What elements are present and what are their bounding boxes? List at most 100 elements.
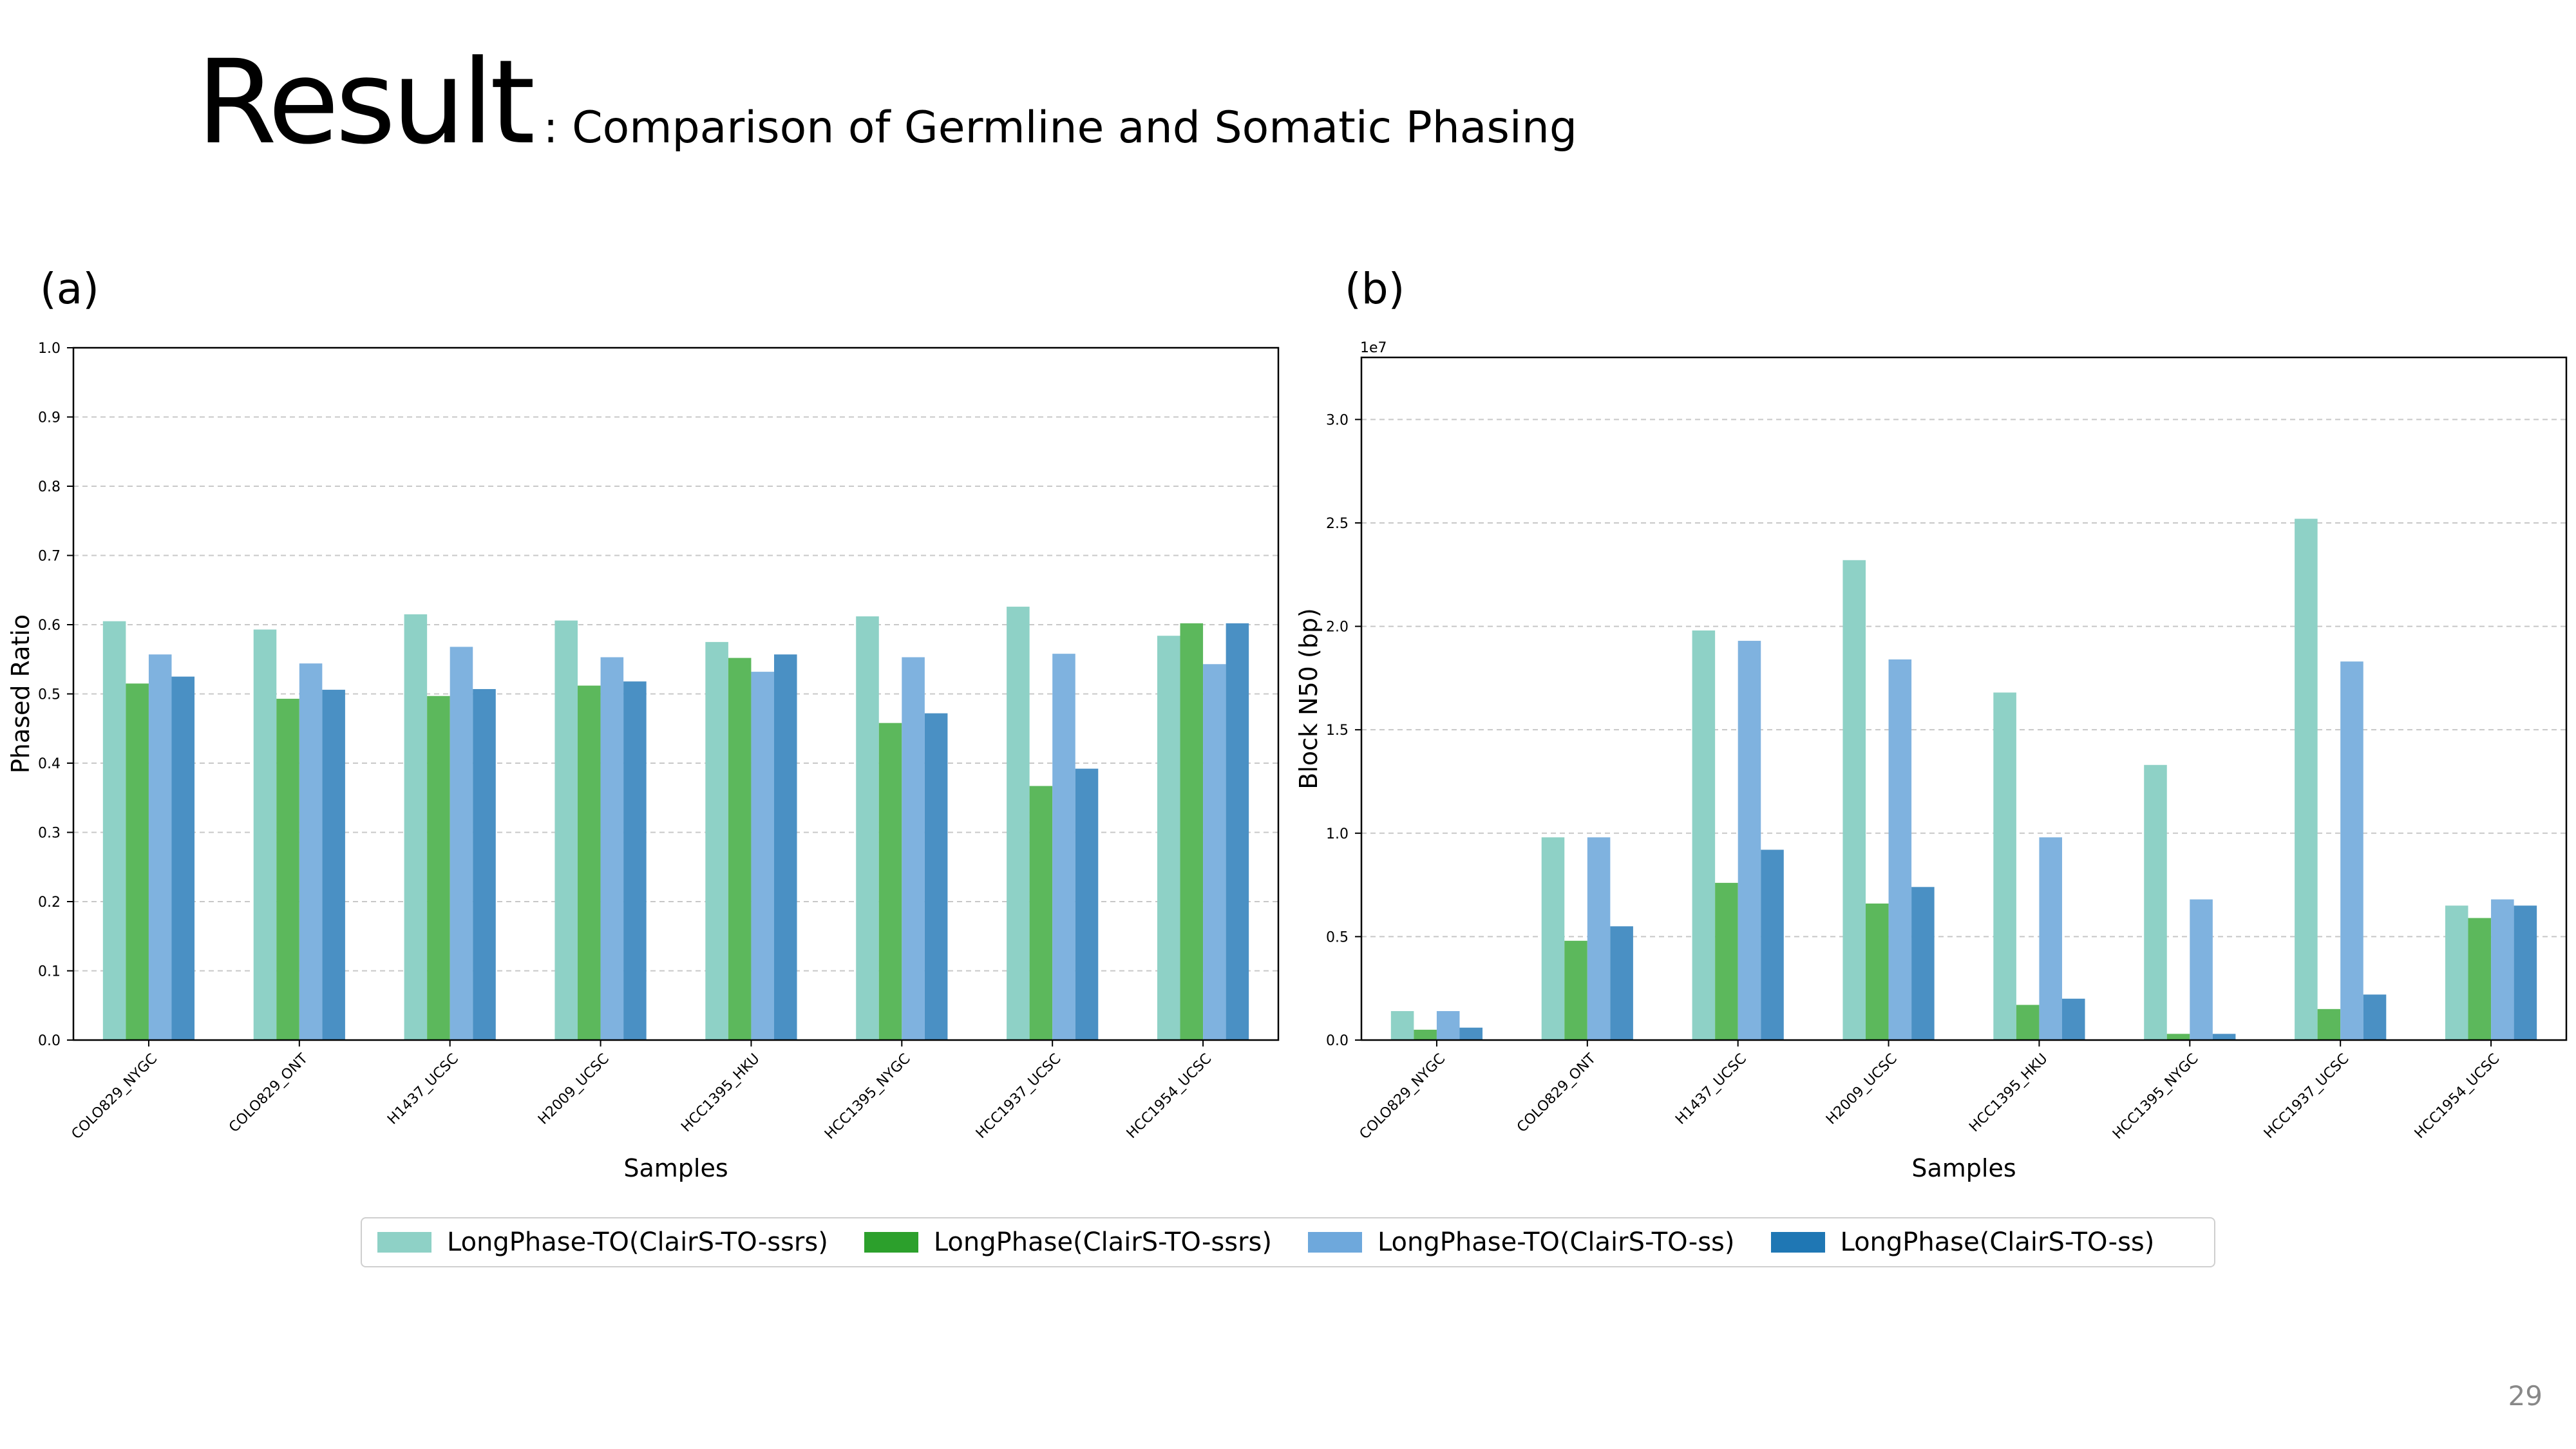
y-tick-label: 0.5 bbox=[38, 687, 61, 703]
bar bbox=[2144, 764, 2167, 1040]
bar bbox=[2039, 837, 2062, 1040]
bar bbox=[322, 690, 345, 1040]
legend-item: LongPhase-TO(ClairS-TO-ss) bbox=[1300, 1227, 1735, 1257]
x-tick-label: HCC1395_HKU bbox=[1966, 1051, 2050, 1135]
y-tick-label: 0.9 bbox=[38, 410, 61, 426]
x-tick-label: COLO829_NYGC bbox=[69, 1051, 161, 1143]
y-tick-label: 0.8 bbox=[38, 479, 61, 495]
x-tick-label: H1437_UCSC bbox=[1672, 1051, 1750, 1128]
bar bbox=[1541, 837, 1565, 1040]
bar bbox=[276, 699, 299, 1040]
bar bbox=[1587, 837, 1611, 1040]
bar bbox=[253, 629, 277, 1040]
bar bbox=[1911, 887, 1935, 1040]
bar bbox=[856, 616, 879, 1040]
bar bbox=[1761, 849, 1784, 1040]
bar bbox=[1866, 904, 1889, 1040]
y-tick-label: 0.0 bbox=[38, 1033, 61, 1049]
bar bbox=[902, 657, 925, 1040]
x-tick-label: HCC1395_HKU bbox=[678, 1051, 762, 1135]
bar bbox=[773, 654, 797, 1040]
bar bbox=[1007, 607, 1030, 1040]
plot-frame bbox=[72, 346, 1280, 1041]
legend: LongPhase-TO(ClairS-TO-ssrs) LongPhase(C… bbox=[361, 1217, 2215, 1267]
bar bbox=[2491, 899, 2514, 1040]
legend-label: LongPhase-TO(ClairS-TO-ssrs) bbox=[447, 1227, 828, 1257]
bar bbox=[2190, 899, 2213, 1040]
bar bbox=[1390, 1011, 1414, 1040]
x-axis-label: Samples bbox=[1911, 1154, 2016, 1182]
legend-item: LongPhase(ClairS-TO-ss) bbox=[1763, 1227, 2155, 1257]
legend-label: LongPhase-TO(ClairS-TO-ss) bbox=[1377, 1227, 1735, 1257]
bar bbox=[1052, 654, 1075, 1040]
bar bbox=[2295, 518, 2318, 1040]
bar bbox=[578, 685, 601, 1040]
legend-swatch bbox=[1307, 1232, 1362, 1253]
bar bbox=[1180, 623, 1204, 1040]
y-tick-label: 0.7 bbox=[38, 549, 61, 565]
bar bbox=[1075, 768, 1099, 1040]
bar bbox=[878, 723, 902, 1040]
legend-label: LongPhase(ClairS-TO-ssrs) bbox=[933, 1227, 1272, 1257]
bar bbox=[728, 658, 752, 1040]
page-number: 29 bbox=[2508, 1380, 2543, 1412]
bar bbox=[1564, 940, 1587, 1040]
bar bbox=[1203, 664, 1226, 1040]
bar bbox=[924, 713, 948, 1040]
x-tick-label: HCC1937_UCSC bbox=[2261, 1051, 2352, 1142]
chart-a-phased-ratio: 0.0 0.1 0.2 0.3 0.4 0.5 0.6 0.7 0.8 0.9 1.0 COLO829… bbox=[6, 341, 1280, 1182]
x-tick-label: HCC1395_NYGC bbox=[2110, 1051, 2202, 1143]
panel-b-label: (b) bbox=[1345, 264, 1405, 314]
slide-title: Result bbox=[196, 35, 535, 170]
y-tick-label: 0.5 bbox=[1326, 929, 1349, 945]
bar bbox=[1610, 926, 1633, 1040]
legend-label: LongPhase(ClairS-TO-ss) bbox=[1840, 1227, 2155, 1257]
bar bbox=[1436, 1011, 1460, 1040]
y-tick-label: 1.0 bbox=[38, 341, 61, 357]
x-tick-label: HCC1395_NYGC bbox=[822, 1051, 914, 1143]
x-tick-label: H1437_UCSC bbox=[384, 1051, 462, 1128]
bar bbox=[2016, 1005, 2040, 1040]
bar bbox=[2212, 1034, 2236, 1040]
bar bbox=[1888, 659, 1912, 1040]
bar bbox=[554, 620, 578, 1040]
bar bbox=[126, 683, 149, 1040]
y-tick-label: 0.4 bbox=[38, 756, 61, 772]
bar bbox=[2514, 905, 2537, 1040]
bar bbox=[2468, 918, 2492, 1040]
legend-item: LongPhase-TO(ClairS-TO-ssrs) bbox=[370, 1227, 828, 1257]
bar bbox=[299, 663, 323, 1040]
bar bbox=[2340, 661, 2363, 1040]
bar bbox=[450, 647, 473, 1040]
x-tick-label: COLO829_ONT bbox=[226, 1050, 311, 1135]
legend-swatch bbox=[1770, 1232, 1825, 1253]
bar bbox=[600, 657, 624, 1040]
bar bbox=[1414, 1029, 1437, 1040]
bar bbox=[404, 614, 428, 1040]
panel-a-label: (a) bbox=[40, 264, 99, 314]
slide-subtitle: : Comparison of Germline and Somatic Pha… bbox=[543, 102, 1578, 153]
y-axis-label: Block N50 (bp) bbox=[1294, 608, 1323, 790]
bar bbox=[1715, 882, 1738, 1040]
bar bbox=[1692, 630, 1716, 1040]
plot-frame bbox=[1360, 356, 2568, 1041]
bar bbox=[171, 676, 195, 1040]
bar bbox=[2166, 1034, 2190, 1040]
y-tick-label: 1.0 bbox=[1326, 826, 1349, 842]
legend-swatch bbox=[377, 1232, 431, 1253]
bar bbox=[427, 696, 450, 1040]
bar bbox=[1842, 560, 1866, 1040]
y-tick-label: 2.5 bbox=[1326, 516, 1349, 532]
y-tick-label: 3.0 bbox=[1326, 412, 1349, 428]
y-tick-label: 0.1 bbox=[38, 964, 61, 980]
bar bbox=[1738, 641, 1761, 1040]
bar bbox=[2061, 998, 2085, 1040]
legend-item: LongPhase(ClairS-TO-ssrs) bbox=[857, 1227, 1272, 1257]
x-tick-label: COLO829_NYGC bbox=[1357, 1051, 1449, 1143]
x-tick-label: HCC1954_UCSC bbox=[1124, 1051, 1215, 1142]
bar bbox=[1029, 786, 1053, 1040]
y-tick-label: 0.6 bbox=[38, 618, 61, 634]
bar bbox=[623, 681, 647, 1040]
x-tick-label: H2009_UCSC bbox=[535, 1051, 612, 1128]
bar bbox=[102, 621, 126, 1040]
